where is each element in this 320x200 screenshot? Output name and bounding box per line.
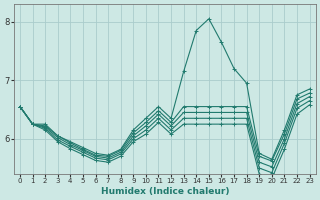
X-axis label: Humidex (Indice chaleur): Humidex (Indice chaleur) [100,187,229,196]
